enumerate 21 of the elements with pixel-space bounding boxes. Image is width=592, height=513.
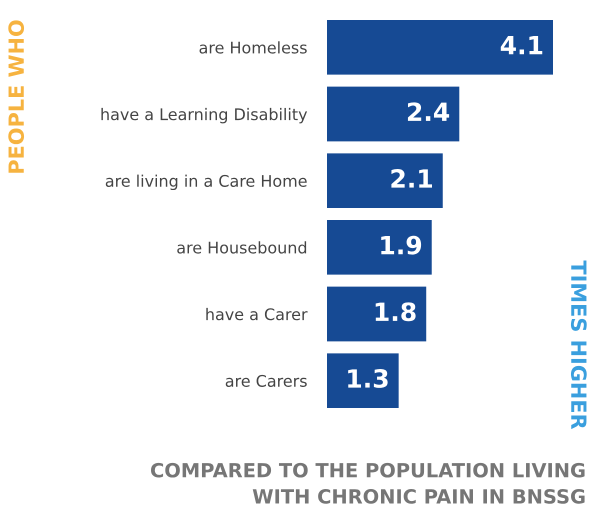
bar xyxy=(327,286,426,342)
bar xyxy=(327,20,553,75)
bar xyxy=(327,153,443,208)
data-label: 4.1 xyxy=(500,36,542,54)
y-tick-label: are Carers xyxy=(226,374,307,387)
data-label: 2.4 xyxy=(408,102,450,121)
y-tick-label: have a Carer xyxy=(206,308,308,320)
data-label: 1.8 xyxy=(376,302,416,322)
data-label: 1.3 xyxy=(348,369,388,388)
bar xyxy=(327,86,460,142)
y-tick-label: are living in a Care Home xyxy=(106,174,307,190)
data-label: 2.1 xyxy=(391,169,432,188)
y-tick-label: are Housebound xyxy=(177,241,306,254)
text: COMPARED TO THE POPULATION LIVING WITH CHRONIC PAIN IN BNSSG xyxy=(151,462,585,504)
y-axis-title: PEOPLE WHO xyxy=(8,20,24,173)
bar xyxy=(327,220,432,275)
data-label: 1.9 xyxy=(381,236,422,255)
y2-axis-title: TIMES HIGHER xyxy=(570,260,587,430)
bar xyxy=(327,353,399,408)
y-tick-label: have a Learning Disability xyxy=(101,108,308,124)
y-tick-label: are Homeless xyxy=(200,41,307,54)
